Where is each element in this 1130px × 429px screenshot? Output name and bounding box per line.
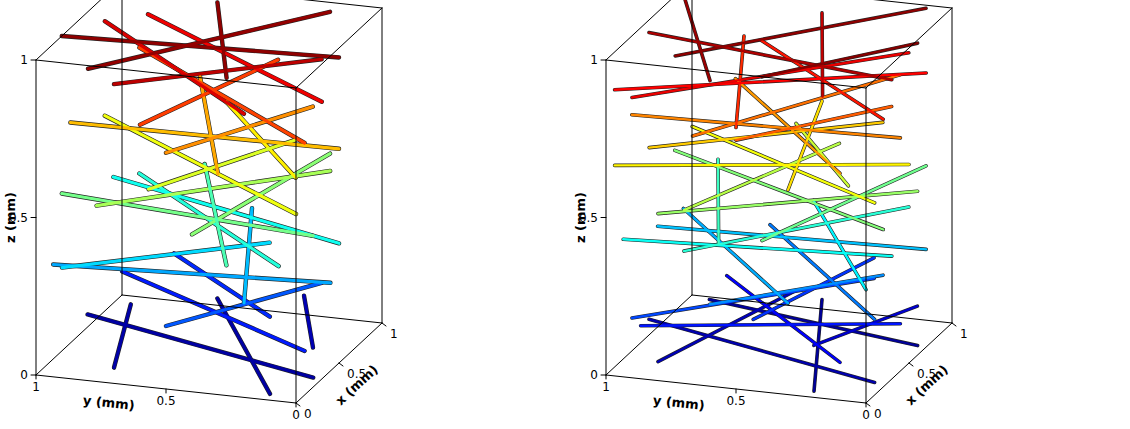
svg-text:1: 1 (590, 53, 598, 67)
svg-text:0: 0 (20, 368, 28, 382)
svg-text:1: 1 (32, 380, 40, 394)
svg-text:0.5: 0.5 (726, 394, 745, 408)
svg-text:0.5: 0.5 (578, 210, 598, 225)
svg-text:0: 0 (304, 407, 312, 421)
svg-text:z (mm): z (mm) (3, 192, 18, 243)
svg-text:x (mm): x (mm) (333, 362, 381, 408)
svg-text:1: 1 (20, 53, 28, 67)
svg-text:x (mm): x (mm) (903, 362, 951, 408)
svg-text:0.5: 0.5 (8, 210, 28, 225)
svg-text:0: 0 (292, 408, 300, 422)
svg-text:0: 0 (874, 407, 882, 421)
svg-text:0.5: 0.5 (156, 394, 175, 408)
svg-text:z (mm): z (mm) (573, 192, 588, 243)
svg-text:y (mm): y (mm) (82, 393, 135, 413)
svg-text:y (mm): y (mm) (652, 393, 705, 413)
svg-text:1: 1 (960, 327, 968, 341)
svg-text:0: 0 (590, 368, 598, 382)
svg-text:1: 1 (602, 380, 610, 394)
svg-text:1: 1 (390, 327, 398, 341)
svg-text:0: 0 (862, 408, 870, 422)
